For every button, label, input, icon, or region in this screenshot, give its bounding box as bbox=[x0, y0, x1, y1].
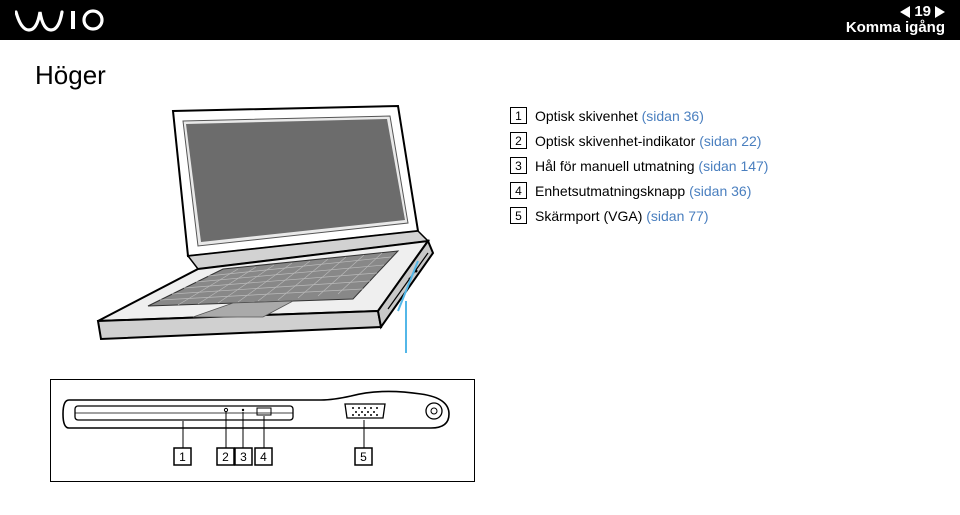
header-right: 19 Komma igång bbox=[846, 4, 945, 37]
legend-text: Enhetsutmatningsknapp (sidan 36) bbox=[535, 181, 751, 202]
vaio-logo bbox=[15, 8, 125, 32]
prev-page-arrow[interactable] bbox=[900, 6, 910, 18]
page-number: 19 bbox=[914, 4, 931, 21]
legend-number: 3 bbox=[510, 157, 527, 174]
legend-item: 3 Hål för manuell utmatning (sidan 147) bbox=[510, 156, 925, 177]
svg-text:4: 4 bbox=[260, 450, 267, 464]
page-ref-link[interactable]: (sidan 36) bbox=[689, 183, 751, 199]
sideview-illustration: 1 2 3 4 5 bbox=[50, 379, 475, 482]
svg-text:2: 2 bbox=[222, 450, 229, 464]
svg-text:1: 1 bbox=[179, 450, 186, 464]
legend-list: 1 Optisk skivenhet (sidan 36) 2 Optisk s… bbox=[510, 101, 925, 482]
page-ref-link[interactable]: (sidan 22) bbox=[699, 133, 761, 149]
legend-number: 1 bbox=[510, 107, 527, 124]
section-title: Komma igång bbox=[846, 20, 945, 37]
svg-text:3: 3 bbox=[240, 450, 247, 464]
page-heading: Höger bbox=[35, 60, 925, 91]
legend-item: 4 Enhetsutmatningsknapp (sidan 36) bbox=[510, 181, 925, 202]
svg-text:5: 5 bbox=[360, 450, 367, 464]
header-bar: 19 Komma igång bbox=[0, 0, 960, 40]
illustrations-column: 1 2 3 4 5 bbox=[35, 101, 490, 482]
page-ref-link[interactable]: (sidan 36) bbox=[642, 108, 704, 124]
content: Höger bbox=[0, 40, 960, 502]
legend-text: Skärmport (VGA) (sidan 77) bbox=[535, 206, 709, 227]
legend-text: Optisk skivenhet-indikator (sidan 22) bbox=[535, 131, 761, 152]
legend-text: Hål för manuell utmatning (sidan 147) bbox=[535, 156, 768, 177]
page-ref-link[interactable]: (sidan 77) bbox=[646, 208, 708, 224]
legend-text: Optisk skivenhet (sidan 36) bbox=[535, 106, 704, 127]
legend-number: 4 bbox=[510, 182, 527, 199]
legend-item: 2 Optisk skivenhet-indikator (sidan 22) bbox=[510, 131, 925, 152]
legend-number: 2 bbox=[510, 132, 527, 149]
legend-number: 5 bbox=[510, 207, 527, 224]
legend-item: 1 Optisk skivenhet (sidan 36) bbox=[510, 106, 925, 127]
legend-item: 5 Skärmport (VGA) (sidan 77) bbox=[510, 206, 925, 227]
laptop-illustration bbox=[78, 101, 468, 361]
next-page-arrow[interactable] bbox=[935, 6, 945, 18]
page-ref-link[interactable]: (sidan 147) bbox=[698, 158, 768, 174]
